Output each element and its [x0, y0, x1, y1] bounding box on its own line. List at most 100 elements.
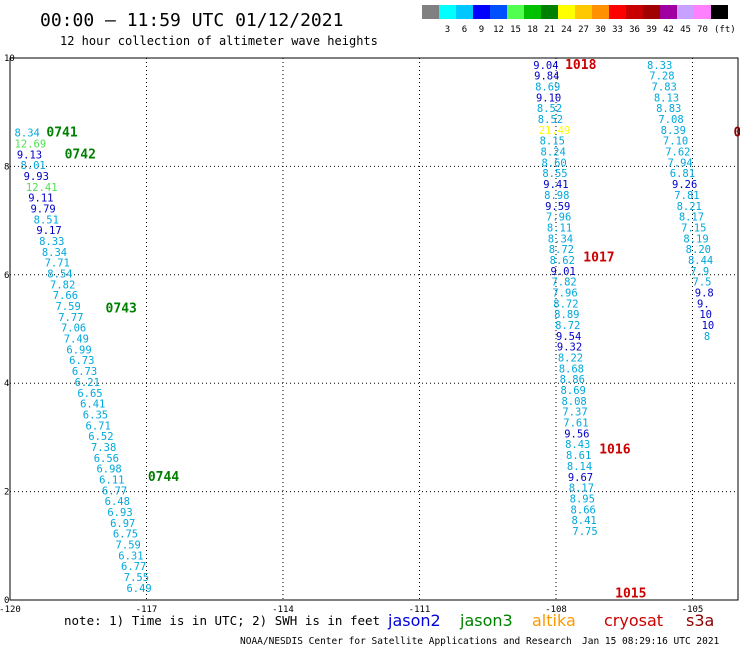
swh-value-label: 8.62 [550, 255, 575, 267]
color-scale-bar: 3 6 9 12 15 18 21 24 27 30 33 36 39 42 45 70 [422, 5, 728, 35]
swh-value-label: 9.59 [545, 201, 570, 213]
swh-value-label: 6.71 [86, 420, 111, 432]
swh-value-label: 8.60 [541, 157, 566, 169]
y-tick-label: 6 [4, 271, 9, 281]
swh-value-label: 12.69 [15, 138, 47, 150]
swh-value-label: 7.55 [124, 572, 149, 584]
x-tick-label: -111 [409, 605, 431, 615]
swh-value-label: 8.39 [661, 125, 686, 137]
color-swatch [507, 5, 524, 19]
swh-value-label: 7.66 [53, 290, 78, 302]
swh-value-label: 9.26 [672, 179, 697, 191]
swh-value-label: 6.73 [72, 366, 97, 378]
swh-value-label: 8.01 [20, 160, 45, 172]
swh-value-label: 7.82 [551, 277, 576, 289]
swh-value-label: 8.19 [683, 233, 708, 245]
y-tick-label: 0 [4, 596, 9, 606]
swh-value-label: 6.77 [102, 485, 127, 497]
swh-value-label: 6.65 [77, 388, 102, 400]
color-scale-label: 9 [479, 25, 484, 35]
legend-item-jason3: jason3 [459, 611, 513, 630]
swh-value-label: 8.69 [561, 385, 586, 397]
pass-time-label: 1017 [583, 250, 614, 265]
y-tick-label: 2 [4, 488, 9, 498]
swh-value-label: 7.38 [91, 442, 116, 454]
color-swatch [677, 5, 694, 19]
color-swatch [711, 5, 728, 19]
swh-value-label: 8.44 [688, 255, 713, 267]
color-swatch [592, 5, 609, 19]
satellite-legend: jason2 jason3 altika cryosat s3a [387, 611, 714, 630]
y-tick-label: 10 [4, 54, 15, 64]
swh-value-label: 9. [697, 298, 710, 310]
swh-value-label: 6.93 [107, 507, 132, 519]
legend-item-s3a: s3a [686, 611, 714, 630]
color-scale-label: 6 [462, 25, 467, 35]
legend-item-altika: altika [532, 611, 576, 630]
swh-value-label: 8.33 [39, 236, 64, 248]
pass-time-label: 1016 [599, 443, 630, 458]
swh-value-label: 6.99 [66, 344, 91, 356]
swh-value-label: 9.54 [556, 331, 581, 343]
color-scale-label: 30 [595, 25, 606, 35]
swh-value-label: 8.08 [561, 396, 586, 408]
swh-value-label: 7.75 [572, 526, 597, 538]
color-swatch [694, 5, 711, 19]
swh-value-label: 8.41 [571, 515, 596, 527]
swh-value-label: 8.34 [548, 233, 573, 245]
swh-value-label: 7.49 [64, 334, 89, 346]
color-scale-label: 27 [578, 25, 589, 35]
swh-value-label: 8.95 [570, 493, 595, 505]
swh-value-label: 8.17 [569, 483, 594, 495]
swh-value-label: 7.77 [58, 312, 83, 324]
swh-value-label: 7.81 [674, 190, 699, 202]
data-points: 8.3412.699.138.019.9312.419.119.798.519.… [15, 60, 715, 595]
color-scale-label: 3 [445, 25, 450, 35]
swh-value-label: 9.79 [30, 203, 55, 215]
swh-value-label: 7.08 [658, 114, 683, 126]
color-scale-label: 45 [680, 25, 691, 35]
swh-value-label: 6.11 [99, 474, 124, 486]
swh-value-label: 8.20 [686, 244, 711, 256]
x-tick-label: -105 [682, 605, 704, 615]
color-scale-label: 42 [663, 25, 674, 35]
legend-item-jason2: jason2 [387, 611, 441, 630]
color-swatch [524, 5, 541, 19]
swh-value-label: 8.43 [565, 439, 590, 451]
pass-time-label: 1015 [615, 586, 646, 601]
color-swatch [490, 5, 507, 19]
swh-value-label: 7.94 [667, 157, 692, 169]
swh-value-label: 8.86 [560, 374, 585, 386]
color-swatch [541, 5, 558, 19]
swh-value-label: 6.41 [80, 399, 105, 411]
color-scale-label: 39 [646, 25, 657, 35]
swh-value-label: 6.73 [69, 355, 94, 367]
swh-value-label: 7.61 [563, 418, 588, 430]
y-axis-ticks: 0 2 4 6 8 10 [4, 54, 15, 606]
x-tick-label: -108 [545, 605, 567, 615]
color-swatch [473, 5, 490, 19]
swh-value-label: 21.49 [539, 125, 571, 137]
pass-time-label: 1018 [565, 58, 596, 73]
swh-value-label: 8.34 [42, 247, 67, 259]
grid-lines [10, 58, 738, 600]
swh-value-label: 8.52 [538, 114, 563, 126]
color-scale-label: 12 [493, 25, 504, 35]
swh-value-label: 7.10 [663, 136, 688, 148]
swh-value-label: 8.51 [34, 214, 59, 226]
swh-value-label: 9.32 [557, 342, 582, 354]
generated-timestamp: Jan 15 08:29:16 UTC 2021 [582, 636, 720, 647]
color-swatch [575, 5, 592, 19]
swh-value-label: 8.72 [555, 320, 580, 332]
swh-value-label: 7.59 [116, 540, 141, 552]
swh-value-label: 6.98 [96, 464, 121, 476]
swh-value-label: 10 [702, 320, 715, 332]
color-scale-label: 70 [697, 25, 708, 35]
swh-value-label: 7.83 [652, 82, 677, 94]
swh-value-label: 9.13 [17, 149, 42, 161]
swh-value-label: 9.04 [533, 60, 558, 72]
swh-value-label: 9.8 [695, 287, 714, 299]
swh-value-label: 8.17 [679, 212, 704, 224]
